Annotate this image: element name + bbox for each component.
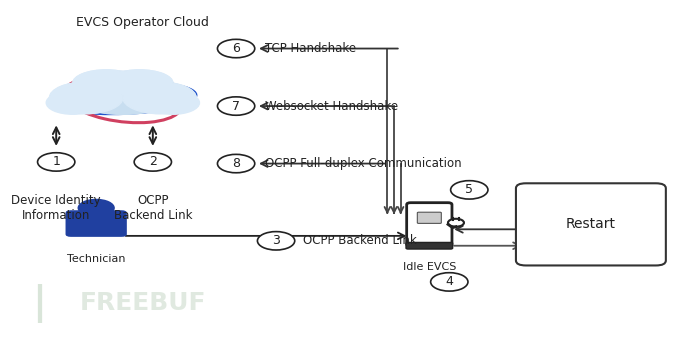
Text: FREEBUF: FREEBUF: [79, 291, 206, 315]
Ellipse shape: [66, 71, 179, 114]
Text: 5: 5: [465, 183, 473, 196]
Text: 6: 6: [232, 42, 240, 55]
Text: OCPP Backend Link: OCPP Backend Link: [303, 234, 417, 247]
Text: Technician: Technician: [67, 254, 126, 264]
Ellipse shape: [46, 91, 99, 114]
Ellipse shape: [106, 70, 172, 96]
Circle shape: [448, 219, 464, 227]
Ellipse shape: [73, 70, 139, 96]
Circle shape: [134, 153, 172, 171]
Circle shape: [37, 153, 75, 171]
Ellipse shape: [106, 70, 172, 96]
Text: 3: 3: [272, 234, 280, 247]
Text: 1: 1: [52, 155, 60, 168]
Text: 7: 7: [232, 99, 240, 113]
Ellipse shape: [66, 71, 179, 114]
Text: Idle EVCS: Idle EVCS: [403, 262, 456, 272]
Text: OCPP
Backend Link: OCPP Backend Link: [114, 194, 192, 222]
Text: EVCS Operator Cloud: EVCS Operator Cloud: [76, 16, 209, 29]
Text: 8: 8: [232, 157, 240, 170]
Ellipse shape: [123, 82, 196, 114]
Ellipse shape: [123, 82, 196, 114]
Text: Restart: Restart: [566, 217, 616, 232]
Ellipse shape: [146, 91, 199, 114]
FancyBboxPatch shape: [406, 242, 453, 249]
Circle shape: [77, 199, 115, 217]
Text: Device Identity
Information: Device Identity Information: [12, 194, 101, 222]
Text: 4: 4: [445, 275, 453, 288]
Circle shape: [257, 232, 295, 250]
Circle shape: [217, 154, 255, 173]
Text: 2: 2: [149, 155, 157, 168]
Circle shape: [451, 181, 488, 199]
Ellipse shape: [50, 82, 123, 114]
Text: |: |: [32, 284, 47, 323]
FancyBboxPatch shape: [417, 212, 442, 223]
FancyBboxPatch shape: [516, 183, 666, 266]
Ellipse shape: [93, 85, 152, 108]
Text: OCPP Full-duplex Communication: OCPP Full-duplex Communication: [265, 157, 462, 170]
Circle shape: [431, 273, 468, 291]
FancyBboxPatch shape: [406, 203, 452, 246]
Ellipse shape: [50, 82, 123, 114]
Ellipse shape: [73, 70, 139, 96]
Circle shape: [217, 39, 255, 58]
Circle shape: [217, 97, 255, 115]
Text: Websocket Handshake: Websocket Handshake: [265, 99, 398, 113]
Text: TCP Handshake: TCP Handshake: [265, 42, 356, 55]
FancyBboxPatch shape: [66, 210, 127, 237]
